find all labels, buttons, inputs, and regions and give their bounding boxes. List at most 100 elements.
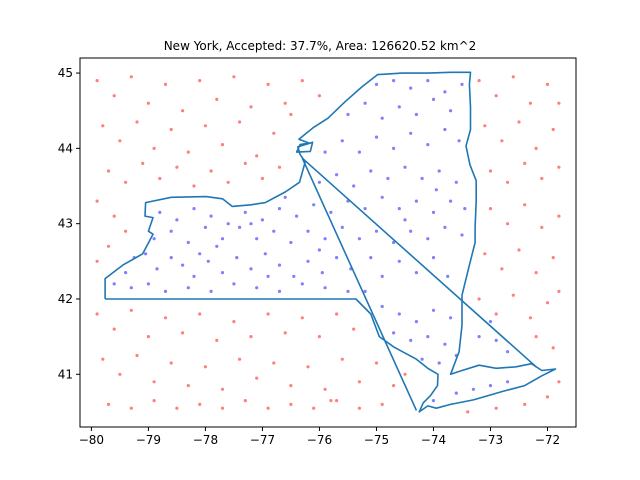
rejected-point-126: [557, 380, 561, 384]
accepted-point-124: [506, 380, 510, 384]
accepted-point-65: [431, 210, 436, 214]
accepted-point-62: [380, 195, 384, 199]
accepted-point-102: [431, 256, 436, 260]
x-tick-label-6: −74: [421, 433, 446, 447]
rejected-point-56: [335, 312, 339, 316]
rejected-point-102: [523, 161, 527, 165]
rejected-point-59: [118, 372, 122, 376]
accepted-point-27: [300, 282, 304, 286]
accepted-point-81: [392, 146, 396, 150]
accepted-point-131: [283, 195, 287, 199]
accepted-point-23: [209, 289, 213, 293]
accepted-point-5: [181, 263, 185, 267]
rejected-point-38: [112, 214, 116, 218]
rejected-point-0: [95, 79, 99, 83]
rejected-point-106: [506, 222, 510, 226]
rejected-point-125: [466, 410, 470, 414]
rejected-point-117: [511, 293, 515, 297]
rejected-point-94: [545, 82, 550, 86]
accepted-point-10: [249, 267, 253, 271]
accepted-point-8: [220, 271, 225, 275]
accepted-point-87: [363, 101, 367, 105]
rejected-point-15: [118, 139, 122, 143]
accepted-point-108: [431, 308, 436, 312]
rejected-point-17: [152, 146, 156, 150]
accepted-point-11: [263, 252, 267, 256]
accepted-point-89: [397, 105, 401, 109]
accepted-point-13: [292, 274, 296, 278]
accepted-point-103: [446, 274, 450, 278]
rejected-point-42: [95, 312, 99, 316]
x-tick-label-0: −80: [79, 433, 104, 447]
rejected-point-98: [534, 146, 538, 150]
rejected-point-118: [528, 316, 533, 320]
accepted-point-74: [420, 176, 424, 181]
rejected-point-9: [249, 105, 253, 109]
y-tick-label-4: 45: [58, 66, 73, 80]
rejected-point-123: [494, 406, 498, 410]
rejected-point-49: [215, 338, 219, 342]
rejected-point-18: [169, 127, 173, 132]
accepted-point-123: [488, 384, 493, 388]
y-tick-label-0: 41: [58, 367, 73, 381]
accepted-point-51: [192, 207, 196, 211]
accepted-point-40: [323, 237, 327, 241]
rejected-point-40: [106, 244, 111, 248]
plot-frame: [79, 57, 577, 428]
accepted-point-30: [152, 237, 156, 241]
rejected-point-45: [146, 335, 150, 339]
accepted-point-73: [403, 165, 407, 169]
rejected-point-127: [557, 289, 561, 293]
accepted-point-110: [392, 331, 396, 335]
accepted-point-114: [420, 357, 424, 361]
accepted-point-100: [397, 259, 401, 263]
boundary-layer: [104, 71, 557, 413]
rejected-point-22: [238, 120, 242, 124]
rejected-point-55: [317, 335, 321, 339]
rejected-point-86: [335, 399, 339, 403]
accepted-point-104: [363, 289, 367, 293]
accepted-point-58: [312, 203, 316, 207]
rejected-point-52: [266, 312, 270, 316]
rejected-point-23: [255, 154, 259, 158]
accepted-point-107: [414, 320, 418, 324]
accepted-point-86: [346, 112, 350, 117]
accepted-point-6: [192, 274, 196, 278]
rejected-point-81: [220, 406, 225, 410]
accepted-point-47: [443, 225, 447, 229]
rejected-point-63: [186, 384, 190, 388]
accepted-point-126: [215, 244, 219, 248]
accepted-point-106: [397, 312, 401, 316]
accepted-point-18: [112, 282, 116, 286]
accepted-point-2: [144, 252, 148, 256]
boundary-chord-0: [301, 157, 418, 411]
rejected-point-13: [317, 94, 321, 98]
accepted-point-132: [249, 222, 253, 226]
rejected-point-83: [266, 406, 270, 410]
x-tick-label-1: −79: [136, 433, 161, 447]
rejected-point-61: [152, 380, 156, 384]
chart-title: New York, Accepted: 37.7%, Area: 126620.…: [164, 39, 477, 53]
accepted-point-21: [163, 289, 168, 293]
accepted-point-24: [232, 282, 236, 286]
accepted-point-12: [277, 263, 282, 267]
rejected-point-76: [106, 402, 111, 406]
accepted-point-71: [369, 169, 373, 173]
rejected-point-97: [517, 120, 521, 124]
accepted-point-128: [317, 248, 321, 252]
rejected-point-105: [488, 207, 493, 211]
accepted-point-69: [335, 173, 339, 177]
points-layer: [95, 75, 561, 414]
accepted-point-70: [352, 184, 356, 188]
accepted-point-75: [437, 169, 441, 173]
accepted-point-46: [426, 237, 430, 241]
accepted-point-127: [266, 274, 270, 278]
rejected-point-48: [198, 312, 202, 316]
accepted-point-19: [129, 286, 133, 290]
accepted-point-84: [443, 127, 447, 132]
rejected-point-114: [551, 256, 555, 260]
accepted-point-37: [272, 229, 276, 233]
accepted-point-25: [255, 286, 259, 290]
accepted-point-15: [320, 271, 324, 275]
